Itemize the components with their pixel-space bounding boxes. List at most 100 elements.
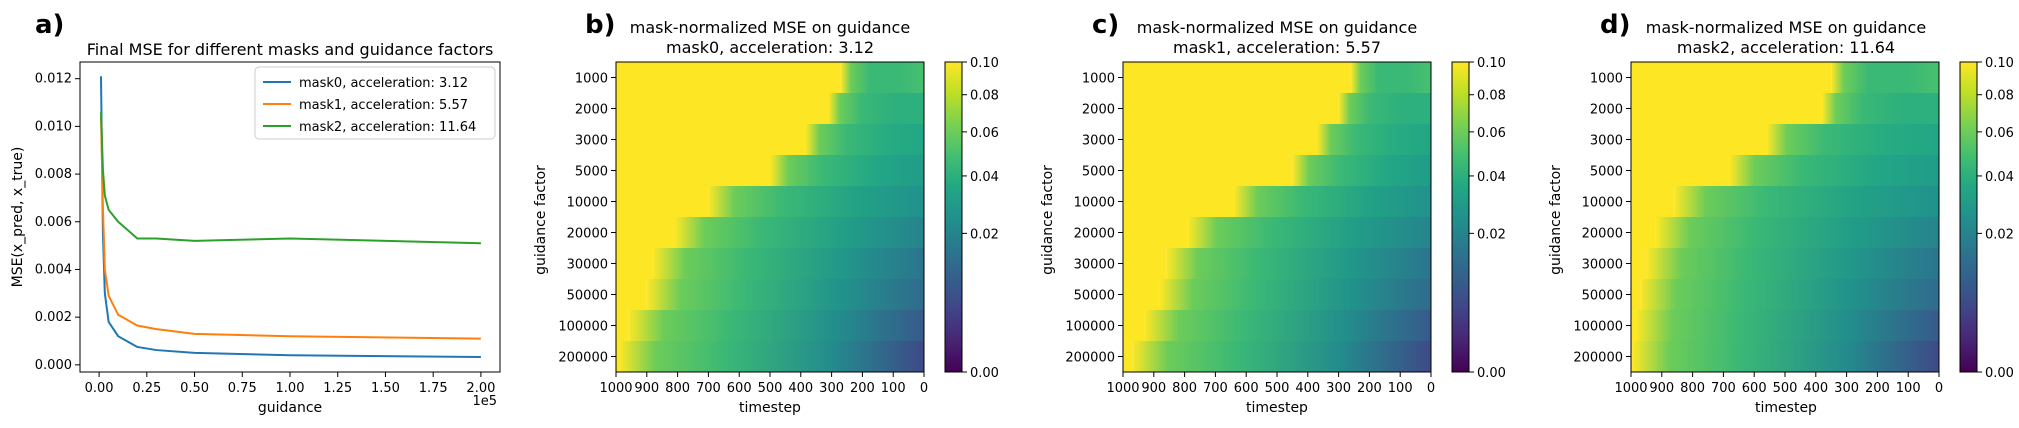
y-tick-label: 100000 xyxy=(1573,320,1623,335)
colorbar-bar xyxy=(1451,61,1470,373)
colorbar-bar xyxy=(944,61,963,373)
heatmap-cell-gradient xyxy=(1646,248,1939,280)
heatmap-cell-gradient xyxy=(1831,62,1939,94)
x-tick-label-a: 2.00 xyxy=(466,381,495,396)
y-tick-label: 3000 xyxy=(1082,134,1115,149)
y-axis-label-d: guidance factor xyxy=(1548,165,1564,275)
series-line-1 xyxy=(100,116,481,340)
y-tick-label: 50000 xyxy=(1074,289,1115,304)
heatmap-cell-gradient xyxy=(1729,155,1939,187)
heatmap-cell-yellow xyxy=(1631,279,1641,311)
heatmap-title-line2-c: mask1, acceleration: 5.57 xyxy=(1173,38,1381,57)
heatmap-cell-yellow xyxy=(616,186,709,218)
heatmap-cell-yellow xyxy=(616,62,841,94)
y-tick-label: 3000 xyxy=(575,134,608,149)
x-axis-label-c: timestep xyxy=(1246,400,1308,416)
y-axis-label-a: MSE(x_pred, x_true) xyxy=(10,147,26,288)
heatmap-cell-yellow xyxy=(1631,186,1675,218)
x-tick-label-a: 1.50 xyxy=(371,381,400,396)
colorbar-tick-label: 0.04 xyxy=(1477,170,1506,185)
heatmap-cell-gradient xyxy=(840,62,924,94)
heatmap-cell-yellow xyxy=(1631,248,1647,280)
y-tick-label: 50000 xyxy=(1582,289,1623,304)
x-tick-label: 200 xyxy=(1357,381,1382,396)
x-tick-label: 0 xyxy=(1427,381,1435,396)
heatmap-area-b: 1000200030005000100002000030000500001000… xyxy=(558,61,928,396)
heatmap-cell-gradient xyxy=(1635,310,1939,342)
heatmap-cell-gradient xyxy=(619,341,924,373)
x-tick-label-a: 0.50 xyxy=(180,381,209,396)
y-axis-label-c: guidance factor xyxy=(1040,165,1056,275)
heatmap-cell-yellow xyxy=(1631,310,1636,342)
x-tick-label: 400 xyxy=(1803,381,1828,396)
colorbar-c: 0.00 0.02 0.04 0.06 0.08 0.10 xyxy=(1451,56,1506,381)
colorbar-tick-label: 0.02 xyxy=(970,227,999,242)
panel-a-line-chart: a) Final MSE for different masks and gui… xyxy=(10,10,501,416)
heatmap-cell-gradient xyxy=(1292,155,1431,187)
heatmap-cell-yellow xyxy=(1123,217,1188,249)
y-tick-label: 30000 xyxy=(567,258,608,273)
x-offset-label-a: 1e5 xyxy=(472,394,497,409)
heatmap-cell-gradient xyxy=(1166,248,1431,280)
heatmap-cell-yellow xyxy=(1123,186,1234,218)
colorbar-tick-label: 0.04 xyxy=(1985,170,2014,185)
x-tick-label: 800 xyxy=(1680,381,1705,396)
y-tick-label: 200000 xyxy=(558,351,608,366)
x-tick-label-a: 1.25 xyxy=(323,381,352,396)
heatmap-cell-yellow xyxy=(1631,93,1822,125)
colorbar-tick-label: 0.08 xyxy=(1985,89,2014,104)
y-tick-label-a: 0.006 xyxy=(35,215,72,230)
heatmap-cell-yellow xyxy=(616,279,647,311)
heatmap-cell-yellow xyxy=(1631,155,1730,187)
y-tick-label: 20000 xyxy=(1582,227,1623,242)
x-tick-label: 800 xyxy=(665,381,690,396)
y-tick-label: 5000 xyxy=(1082,165,1115,180)
heatmap-cell-gradient xyxy=(628,310,924,342)
y-tick-label: 10000 xyxy=(567,196,608,211)
legend-entry-0: mask0, acceleration: 3.12 xyxy=(299,76,468,91)
heatmap-area-d: 1000200030005000100002000030000500001000… xyxy=(1573,61,1943,396)
y-tick-label: 2000 xyxy=(1590,103,1623,118)
x-axis-label-d: timestep xyxy=(1755,400,1817,416)
y-tick-label: 1000 xyxy=(575,72,608,87)
x-axis-label-b: timestep xyxy=(739,400,801,416)
x-tick-label: 400 xyxy=(788,381,813,396)
x-tick-label: 600 xyxy=(1234,381,1259,396)
panel-d-heatmap: d) mask-normalized MSE on guidance mask2… xyxy=(1548,10,2014,416)
heatmap-cell-yellow xyxy=(616,310,629,342)
heatmap-cell-gradient xyxy=(674,217,924,249)
colorbar-tick-label: 0.08 xyxy=(1477,89,1506,104)
heatmap-cell-yellow xyxy=(616,93,829,125)
legend-box-a xyxy=(254,66,496,140)
x-tick-label: 300 xyxy=(1834,381,1859,396)
colorbar-tick-label: 0.10 xyxy=(1477,56,1506,71)
x-tick-label: 1000 xyxy=(599,381,632,396)
x-tick-label: 300 xyxy=(819,381,844,396)
y-tick-label-a: 0.010 xyxy=(35,119,72,134)
x-axis-label-a: guidance xyxy=(258,400,322,416)
heatmap-cell-yellow xyxy=(616,341,620,373)
x-tick-label: 200 xyxy=(1865,381,1890,396)
x-tick-label: 700 xyxy=(1203,381,1228,396)
heatmap-cell-gradient xyxy=(1144,310,1431,342)
y-tick-label: 200000 xyxy=(1573,351,1623,366)
y-tick-label-a: 0.012 xyxy=(35,72,72,87)
y-tick-label: 50000 xyxy=(567,289,608,304)
x-tick-label: 900 xyxy=(634,381,659,396)
x-tick-label: 1000 xyxy=(1614,381,1647,396)
colorbar-tick-label: 0.10 xyxy=(970,56,999,71)
heatmap-title-line1-b: mask-normalized MSE on guidance xyxy=(630,18,910,37)
colorbar-tick-label: 0.00 xyxy=(1477,366,1506,381)
heatmap-cell-yellow xyxy=(1631,124,1767,156)
y-tick-label: 30000 xyxy=(1582,258,1623,273)
x-tick-label: 600 xyxy=(1742,381,1767,396)
y-tick-label: 1000 xyxy=(1590,72,1623,87)
heatmap-cell-gradient xyxy=(1821,93,1939,125)
x-tick-label-a: 1.75 xyxy=(419,381,448,396)
heatmap-cell-yellow xyxy=(1123,124,1318,156)
x-tick-label: 600 xyxy=(727,381,752,396)
heatmap-cell-yellow xyxy=(1631,341,1633,373)
heatmap-cell-yellow xyxy=(1123,341,1133,373)
x-tick-label-a: 1.00 xyxy=(276,381,305,396)
heatmap-cell-gradient xyxy=(1766,124,1939,156)
